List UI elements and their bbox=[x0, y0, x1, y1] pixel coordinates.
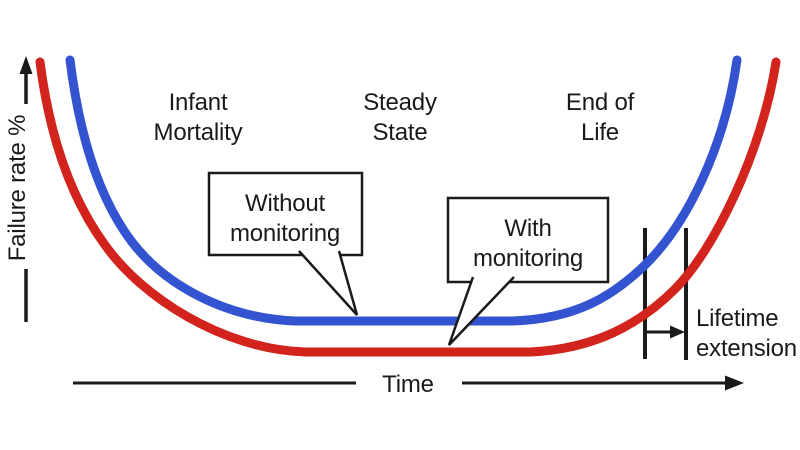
x-axis-label: Time bbox=[382, 371, 434, 398]
with-monitoring-curve bbox=[35, 57, 781, 357]
with-monitoring-callout-label-line2: monitoring bbox=[473, 245, 583, 272]
without-monitoring-callout-pointer bbox=[298, 250, 359, 316]
phase-infant-mortality-label-line2: Mortality bbox=[154, 119, 243, 146]
lifetime-extension-label-line1: Lifetime bbox=[696, 305, 778, 332]
without-monitoring-callout-label-line1: Without bbox=[245, 190, 325, 217]
with-monitoring-callout bbox=[446, 196, 610, 346]
lifetime-markers bbox=[643, 228, 688, 360]
phase-end-of-life-label-line1: End of bbox=[566, 89, 635, 116]
without-monitoring-callout-box bbox=[207, 171, 364, 257]
failure-rate-axis-arrowhead-icon bbox=[19, 56, 33, 74]
without-monitoring-curve bbox=[65, 55, 742, 326]
phase-steady-state-label-line1: Steady bbox=[363, 89, 437, 116]
lifetime-extension-arrowhead-icon bbox=[670, 325, 685, 339]
without-monitoring-callout bbox=[207, 171, 364, 316]
phase-steady-state-label-line2: State bbox=[372, 119, 427, 146]
arrowheads bbox=[19, 56, 744, 391]
lifetime-extension-label-line2: extension bbox=[696, 335, 797, 362]
with-monitoring-callout-pointer bbox=[447, 276, 515, 346]
y-axis-label: Failure rate % bbox=[4, 115, 31, 262]
phase-infant-mortality-label-line1: Infant bbox=[169, 89, 228, 116]
time-axis-arrowhead-icon bbox=[725, 375, 744, 391]
phase-end-of-life-label-line2: Life bbox=[581, 119, 619, 146]
diagram-labels: Failure rate % Infant Mortality Steady S… bbox=[4, 89, 797, 398]
axis-lines bbox=[24, 71, 731, 385]
without-monitoring-callout-label-line2: monitoring bbox=[230, 220, 340, 247]
with-monitoring-callout-box bbox=[446, 196, 610, 284]
with-monitoring-callout-label-line1: With bbox=[504, 215, 551, 242]
